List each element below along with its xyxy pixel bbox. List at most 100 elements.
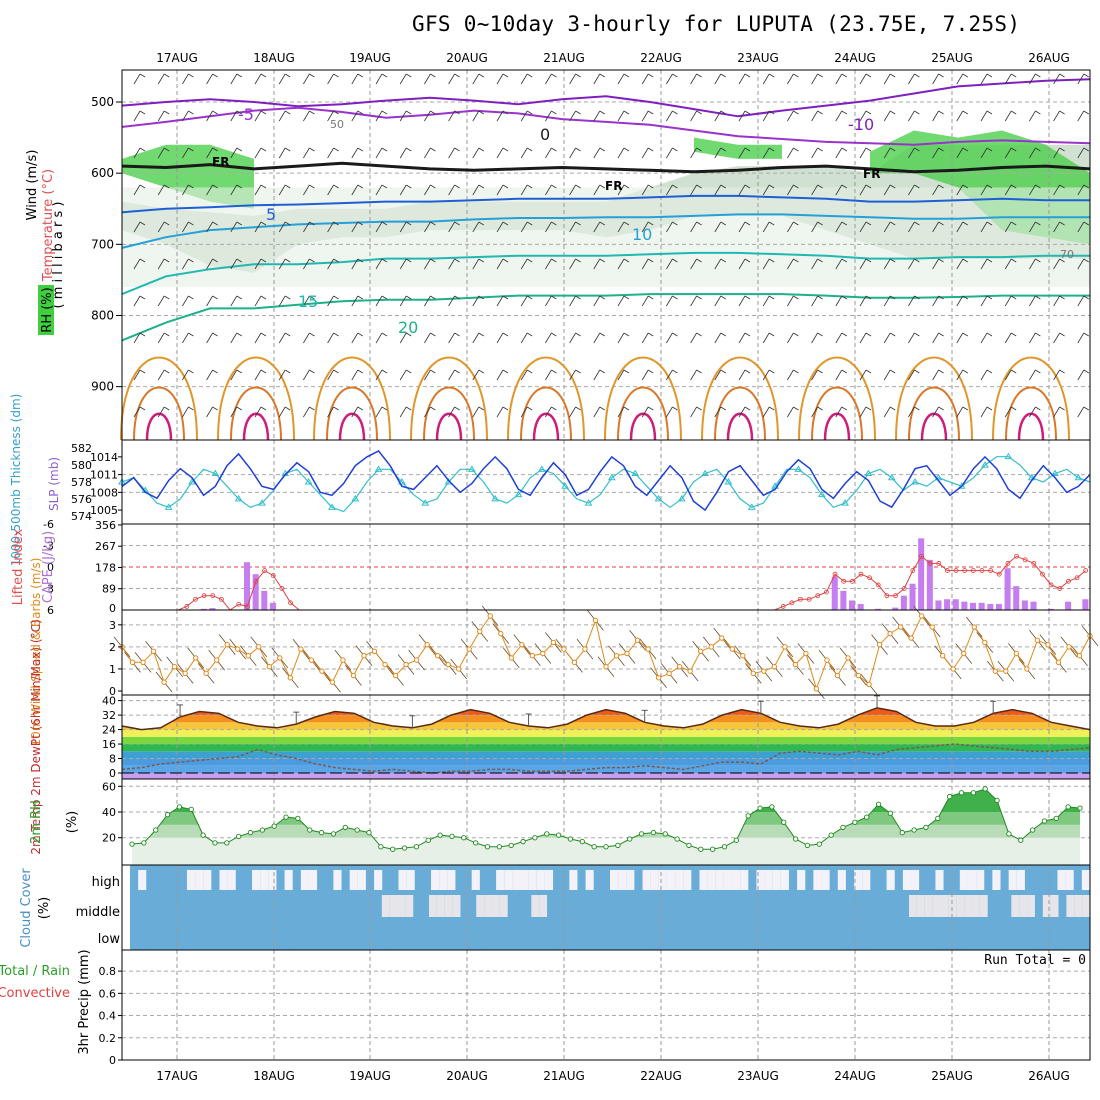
thickness-frame [121,439,1091,525]
wind-barb [956,147,964,159]
wind-barb-flag [599,184,606,189]
wind-barb-flag [720,110,727,115]
wind-speed-point [350,672,357,679]
wind-barb [883,258,891,270]
wind-barb-flag [309,369,315,374]
cloud-middle-cell [429,895,437,917]
wind-barb [448,73,455,85]
wind-barb [1077,369,1085,381]
slp-tick-label: 1011 [90,469,118,482]
wind-barb [980,110,988,122]
wind-barb-flag [1059,258,1065,263]
wind-barb-flag [381,73,388,78]
wind-barb [157,258,165,270]
wind-barb [859,110,867,122]
date-tick-top: 25AUG [931,51,973,65]
wind-barb-flag [575,110,581,115]
wind-barb [520,369,528,381]
wind-barb [666,258,673,270]
wind-speed-point [918,613,925,619]
isotherm-25-loop [701,356,779,441]
cloud-high-cell [699,870,708,890]
wind-barb-flag [841,369,848,374]
wind-barb [351,332,359,344]
wind-speed-point [866,681,872,688]
wind-barb-flag [163,147,170,152]
wind-barb [545,369,552,381]
wind-barb-flag [430,221,436,226]
wind-barb [835,184,843,196]
wind-barb-flag [333,73,339,78]
wind-barb-flag [817,369,823,374]
wind-barb [617,147,625,159]
wind-barb [762,147,770,159]
wind-barb-flag [889,406,896,411]
wind-barb-flag [430,258,436,263]
wind-barb [182,73,189,85]
cape-bar [918,538,925,610]
isotherm-35-loop [145,412,173,441]
thickness-point [537,465,546,472]
wind-barb-flag [260,258,267,263]
wind-barb-flag [454,110,460,115]
cape-bar [1082,599,1089,610]
cloud-axis-label: Cloud Cover [19,868,34,948]
wind-barb-flag [889,147,896,152]
wind-barb [375,184,383,196]
wind-barb [520,184,528,196]
wind-barb-flag [696,221,702,226]
wind-barb [666,110,673,122]
precip-legend-total: Total / Rain [0,964,70,979]
wind-barb [133,73,141,85]
lifted-index-point [988,568,994,573]
wind-barb-flag [478,332,485,337]
rh-point [911,827,917,833]
wind-barb-flag [430,369,436,374]
wind-speed-point [235,646,241,652]
wind-barb-flag [793,258,799,263]
wind-speed-point [498,630,504,637]
date-tick-bottom: 22AUG [640,1069,682,1083]
wind-barb-flag [914,110,920,115]
wind-barb [496,184,504,196]
wind-barb-flag [1083,73,1090,78]
wind-barb [496,258,504,270]
cloud-middle-cell [436,895,445,917]
wind-barb [230,110,238,122]
wind-barb-flag [357,332,364,337]
wind-speed-point [634,637,641,643]
wind-barb-flag [309,332,315,337]
wind-barb [932,295,939,307]
wind-barb [182,295,189,307]
wind-barb-flag [768,295,775,300]
wind-barb-flag [139,369,146,374]
wind-speed-point [277,655,283,661]
temp-band [122,758,1090,766]
wind-barb [278,369,286,381]
wind-barb [399,406,407,418]
wind-barb [569,73,576,85]
wind-barb [690,332,697,344]
wind-speed-point [939,653,946,659]
lifted-index-point [184,604,190,609]
cape-tick-label: 89 [102,583,116,596]
date-tick-bottom: 23AUG [737,1069,779,1083]
wind-barb [133,332,141,344]
cloud-unit-label: (%) [37,897,52,920]
temp-band [122,751,1090,759]
cloud-high-cell [268,870,277,890]
wind-barb [641,332,649,344]
wind-speed-point [571,659,578,666]
date-tick-top: 22AUG [640,51,682,65]
wind-barb [956,73,964,85]
wind-barb [956,110,964,122]
rh2m-label-group: 2m RH [29,800,44,844]
wind-barb [1029,258,1036,270]
wind-barb-flag [381,110,388,115]
cloud-high-cell [1016,870,1025,890]
wind-barb [859,73,867,85]
wind-barb-flag [405,184,412,189]
wind-speed-point [540,650,546,657]
rh-point [674,836,680,842]
wind-barb-flag [478,147,485,152]
